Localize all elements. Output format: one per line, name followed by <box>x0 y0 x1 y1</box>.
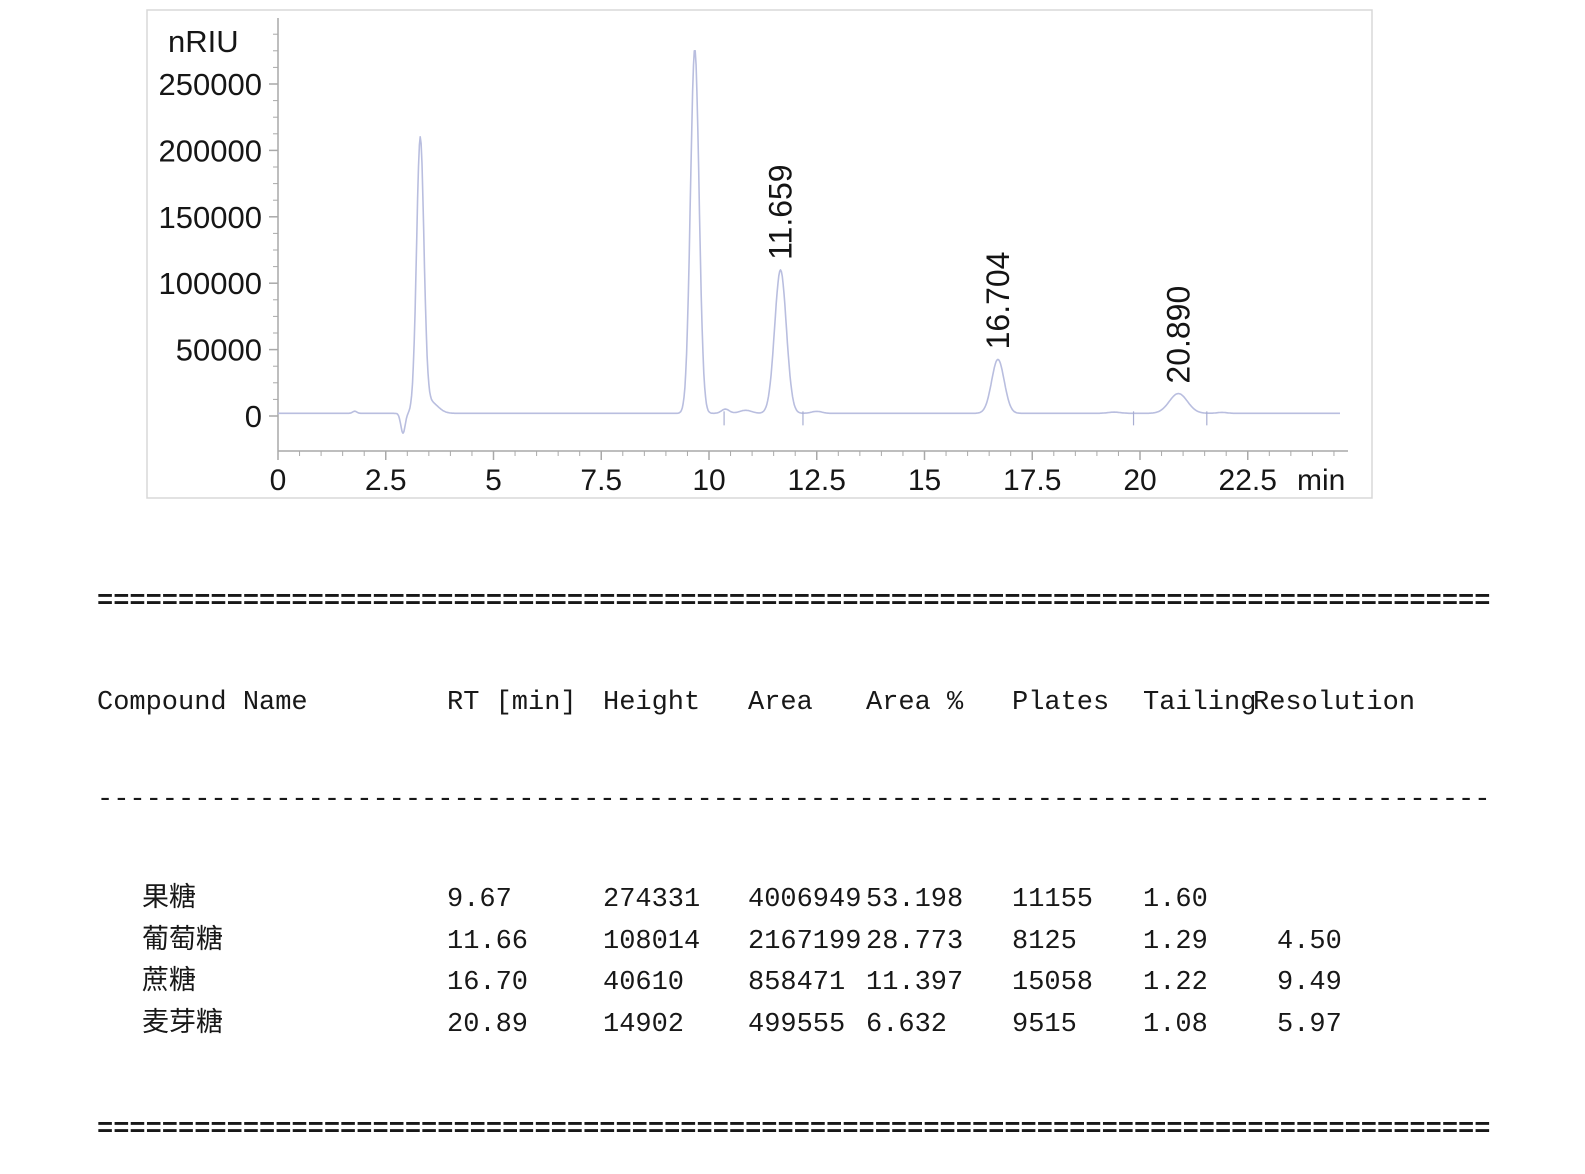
table-cell-height: 14902 <box>603 1009 685 1040</box>
x-tick-label: 22.5 <box>1219 464 1277 497</box>
y-tick-label: 200000 <box>159 133 262 168</box>
table-cell-plates: 8125 <box>1012 926 1077 957</box>
table-cell-area-pct: 28.773 <box>866 926 964 957</box>
table-row: 果糖 9.67 274331 4006949 53.198 11155 1.60 <box>97 880 1497 922</box>
x-tick-label: 17.5 <box>1003 464 1061 497</box>
chromatogram-panel: 0 50000 100000 150000 200000 250000 0 2.5 5 7.5 10… <box>0 0 1585 520</box>
table-cell-resolution: 9.49 <box>1277 968 1342 998</box>
x-tick-label: 5 <box>485 464 502 497</box>
table-cell-name: 麦芽糖 <box>142 1009 223 1040</box>
table-cell-area: 2167199 <box>748 926 862 957</box>
table-cell-area-pct: 11.397 <box>866 968 964 998</box>
table-cell-height: 274331 <box>603 885 701 915</box>
table-cell-resolution: 4.50 <box>1277 926 1342 957</box>
report-table: ========================================… <box>97 528 1497 1174</box>
column-header: Plates <box>1012 688 1110 718</box>
y-tick-label: 50000 <box>176 333 262 368</box>
column-header: Area <box>748 688 813 718</box>
column-header: Area % <box>866 688 964 718</box>
table-rows: 果糖 9.67 274331 4006949 53.198 11155 1.60 葡萄糖 11.… <box>97 880 1497 1046</box>
peak-rt-label: 11.659 <box>763 164 799 260</box>
x-tick-label: 12.5 <box>788 464 846 497</box>
table-cell-area-pct: 53.198 <box>866 885 964 915</box>
table-header-separator: ----------------------------------------… <box>97 790 1491 810</box>
peak-rt-label: 16.704 <box>980 252 1016 350</box>
x-tick-label: 7.5 <box>580 464 622 497</box>
table-cell-rt: 11.66 <box>447 926 529 957</box>
chromatogram-plot: 0 50000 100000 150000 200000 250000 0 2.5 5 7.5 10… <box>146 9 1373 499</box>
table-cell-height: 108014 <box>603 926 701 957</box>
table-cell-plates: 11155 <box>1012 885 1094 915</box>
x-tick-label: 2.5 <box>365 464 407 497</box>
y-tick-label: 150000 <box>159 200 262 235</box>
table-row: 麦芽糖 20.89 14902 499555 6.632 9515 1.08 5.97 <box>97 1005 1497 1047</box>
table-row: 葡萄糖 11.66 108014 2167199 28.773 8125 1.29 4.50 <box>97 922 1497 964</box>
table-cell-tailing: 1.22 <box>1143 968 1208 998</box>
table-cell-name: 葡萄糖 <box>142 926 223 957</box>
table-cell-rt: 9.67 <box>447 885 512 915</box>
y-tick-label: 100000 <box>159 266 262 301</box>
table-top-border: ========================================… <box>97 588 1491 616</box>
table-cell-height: 40610 <box>603 968 685 998</box>
column-header: RT [min] <box>447 688 577 718</box>
column-header: Height <box>603 688 701 718</box>
table-cell-tailing: 1.08 <box>1143 1009 1208 1040</box>
table-header-row: Compound Name RT [min] Height Area Area % Pla… <box>97 688 1497 718</box>
y-axis-unit-label: nRIU <box>168 24 239 59</box>
table-cell-tailing: 1.29 <box>1143 926 1208 957</box>
table-cell-resolution: 5.97 <box>1277 1009 1342 1040</box>
x-tick-label: 10 <box>692 464 725 497</box>
table-cell-name: 果糖 <box>142 885 196 915</box>
table-bottom-border: ========================================… <box>97 1116 1491 1144</box>
y-tick-label: 250000 <box>159 67 262 102</box>
peak-rt-label: 20.890 <box>1160 286 1196 384</box>
table-cell-rt: 16.70 <box>447 968 529 998</box>
table-cell-area: 858471 <box>748 968 846 998</box>
table-cell-tailing: 1.60 <box>1143 885 1208 915</box>
table-cell-name: 蔗糖 <box>142 968 196 998</box>
column-header: Tailing <box>1143 688 1257 718</box>
x-tick-label: 15 <box>908 464 941 497</box>
column-header: Resolution <box>1253 688 1416 718</box>
plot-border <box>146 9 1373 499</box>
table-row: 蔗糖 16.70 40610 858471 11.397 15058 1.22 9.49 <box>97 963 1497 1005</box>
table-cell-area: 499555 <box>748 1009 846 1040</box>
x-axis-unit-label: min <box>1297 464 1345 497</box>
x-tick-label: 20 <box>1123 464 1156 497</box>
table-cell-plates: 15058 <box>1012 968 1094 998</box>
chromatogram-trace <box>278 50 1340 434</box>
column-header: Compound Name <box>97 688 308 718</box>
table-cell-area: 4006949 <box>748 885 862 915</box>
y-tick-label: 0 <box>245 399 262 434</box>
table-cell-rt: 20.89 <box>447 1009 529 1040</box>
table-cell-plates: 9515 <box>1012 1009 1077 1040</box>
table-cell-area-pct: 6.632 <box>866 1009 948 1040</box>
x-tick-label: 0 <box>270 464 287 497</box>
